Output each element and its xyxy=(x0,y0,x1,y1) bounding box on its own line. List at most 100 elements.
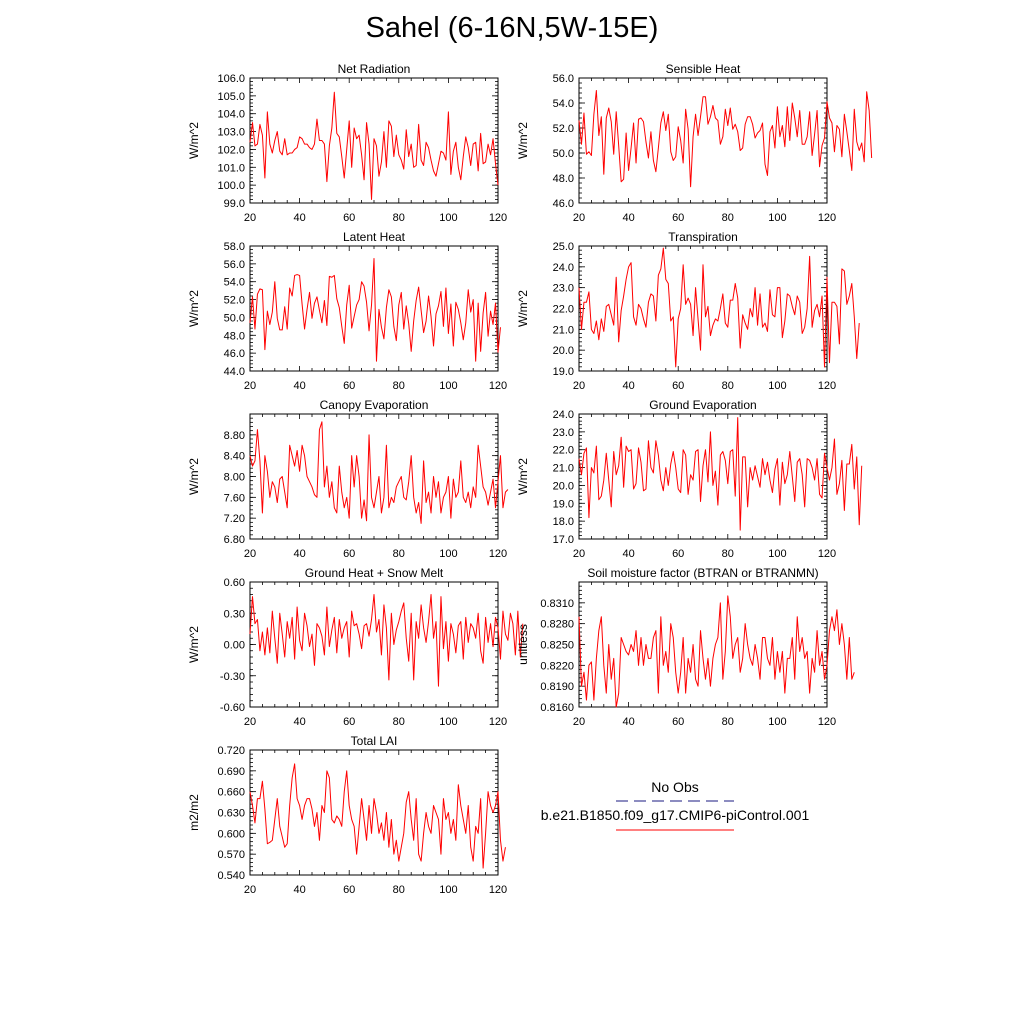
series-line xyxy=(249,594,524,687)
series-line xyxy=(249,91,499,200)
legend: No Obs b.e21.B1850.f09_g17.CMIP6-piContro… xyxy=(541,779,810,831)
x-tick-label: 60 xyxy=(672,380,684,392)
y-axis-label: W/m^2 xyxy=(187,458,201,495)
y-tick-label: 22.0 xyxy=(553,445,574,457)
plot-frame xyxy=(578,581,828,708)
chart-panel: 20 40 60 80 100 120 0.540 0.570 0.600 0.630 0.660 0… xyxy=(187,734,507,896)
x-tick-label: 80 xyxy=(722,716,734,728)
y-tick-label: 7.20 xyxy=(224,513,245,525)
y-tick-label: 48.0 xyxy=(224,330,245,342)
y-tick-label: 8.80 xyxy=(224,430,245,442)
x-tick-label: 100 xyxy=(439,884,457,896)
x-tick-label: 20 xyxy=(573,716,585,728)
x-tick-label: 80 xyxy=(722,548,734,560)
x-tick-label: 60 xyxy=(343,548,355,560)
panel-title: Latent Heat xyxy=(343,230,406,244)
x-tick-label: 60 xyxy=(343,716,355,728)
y-tick-label: 54.0 xyxy=(553,98,574,110)
y-tick-label: 46.0 xyxy=(224,348,245,360)
y-axis-label: W/m^2 xyxy=(187,122,201,159)
y-tick-label: 0.8160 xyxy=(540,702,574,714)
y-axis-label: W/m^2 xyxy=(516,122,530,159)
series-line xyxy=(578,90,873,188)
y-tick-label: 0.8310 xyxy=(540,598,574,610)
y-tick-label: 21.0 xyxy=(553,324,574,336)
x-tick-label: 20 xyxy=(244,212,256,224)
x-tick-label: 80 xyxy=(393,884,405,896)
panel-title: Ground Evaporation xyxy=(649,398,756,412)
chart-panel: 20 40 60 80 100 120 99.0 100.0 101.0 102.0 103.0 10… xyxy=(187,62,507,224)
panel-title: Total LAI xyxy=(351,734,398,748)
y-tick-label: 48.0 xyxy=(553,173,574,185)
x-tick-label: 20 xyxy=(244,380,256,392)
y-tick-label: 101.0 xyxy=(217,162,245,174)
panel-title: Ground Heat + Snow Melt xyxy=(305,566,444,580)
x-tick-label: 40 xyxy=(293,212,305,224)
x-tick-label: 120 xyxy=(489,380,507,392)
x-tick-label: 80 xyxy=(393,212,405,224)
panel-title: Transpiration xyxy=(668,230,738,244)
x-tick-label: 80 xyxy=(393,716,405,728)
x-tick-label: 40 xyxy=(293,548,305,560)
y-tick-label: 0.00 xyxy=(224,640,245,652)
y-tick-label: 8.00 xyxy=(224,472,245,484)
x-tick-label: 80 xyxy=(393,548,405,560)
panel-title: Net Radiation xyxy=(338,62,411,76)
legend-model-label: b.e21.B1850.f09_g17.CMIP6-piControl.001 xyxy=(541,807,810,823)
series-line xyxy=(249,763,506,869)
y-tick-label: 23.0 xyxy=(553,427,574,439)
y-tick-label: 44.0 xyxy=(224,366,245,378)
y-tick-label: 7.60 xyxy=(224,492,245,504)
y-tick-label: 0.540 xyxy=(217,870,245,882)
x-tick-label: 100 xyxy=(768,548,786,560)
y-tick-label: 100.0 xyxy=(217,180,245,192)
y-tick-label: 17.0 xyxy=(553,534,574,546)
x-tick-label: 120 xyxy=(818,380,836,392)
y-axis-label: W/m^2 xyxy=(187,290,201,327)
x-tick-label: 120 xyxy=(818,716,836,728)
y-tick-label: 0.8280 xyxy=(540,619,574,631)
x-tick-label: 100 xyxy=(439,380,457,392)
chart-panel: 20 40 60 80 100 120 -0.60 -0.30 0.00 0.30 0.60 Grou… xyxy=(187,566,524,728)
x-tick-label: 40 xyxy=(293,884,305,896)
y-tick-label: 0.8250 xyxy=(540,640,574,652)
x-tick-label: 40 xyxy=(622,212,634,224)
x-tick-label: 80 xyxy=(393,380,405,392)
y-tick-label: 102.0 xyxy=(217,144,245,156)
y-axis-label: W/m^2 xyxy=(516,458,530,495)
x-tick-label: 40 xyxy=(293,716,305,728)
y-tick-label: 0.8190 xyxy=(540,681,574,693)
y-tick-label: 0.630 xyxy=(217,808,245,820)
y-tick-label: 21.0 xyxy=(553,463,574,475)
x-tick-label: 20 xyxy=(573,548,585,560)
y-tick-label: 20.0 xyxy=(553,345,574,357)
y-tick-label: 99.0 xyxy=(224,198,245,210)
y-tick-label: 0.690 xyxy=(217,766,245,778)
y-tick-label: 19.0 xyxy=(553,366,574,378)
y-tick-label: 19.0 xyxy=(553,498,574,510)
y-tick-label: 46.0 xyxy=(553,198,574,210)
series-line xyxy=(578,417,863,531)
x-tick-label: 60 xyxy=(343,380,355,392)
x-tick-label: 120 xyxy=(489,716,507,728)
x-tick-label: 120 xyxy=(489,548,507,560)
y-tick-label: 54.0 xyxy=(224,277,245,289)
y-tick-label: 104.0 xyxy=(217,109,245,121)
x-tick-label: 40 xyxy=(622,716,634,728)
y-tick-label: 56.0 xyxy=(553,73,574,85)
x-tick-label: 20 xyxy=(244,716,256,728)
y-tick-label: 18.0 xyxy=(553,516,574,528)
y-tick-label: 106.0 xyxy=(217,73,245,85)
y-tick-label: 8.40 xyxy=(224,451,245,463)
y-tick-label: -0.30 xyxy=(220,671,245,683)
x-tick-label: 20 xyxy=(244,884,256,896)
x-tick-label: 100 xyxy=(768,380,786,392)
y-tick-label: 24.0 xyxy=(553,409,574,421)
y-tick-label: 0.720 xyxy=(217,745,245,757)
plot-frame xyxy=(249,413,499,540)
x-tick-label: 40 xyxy=(293,380,305,392)
x-tick-label: 40 xyxy=(622,548,634,560)
y-tick-label: 6.80 xyxy=(224,534,245,546)
y-tick-label: 23.0 xyxy=(553,283,574,295)
